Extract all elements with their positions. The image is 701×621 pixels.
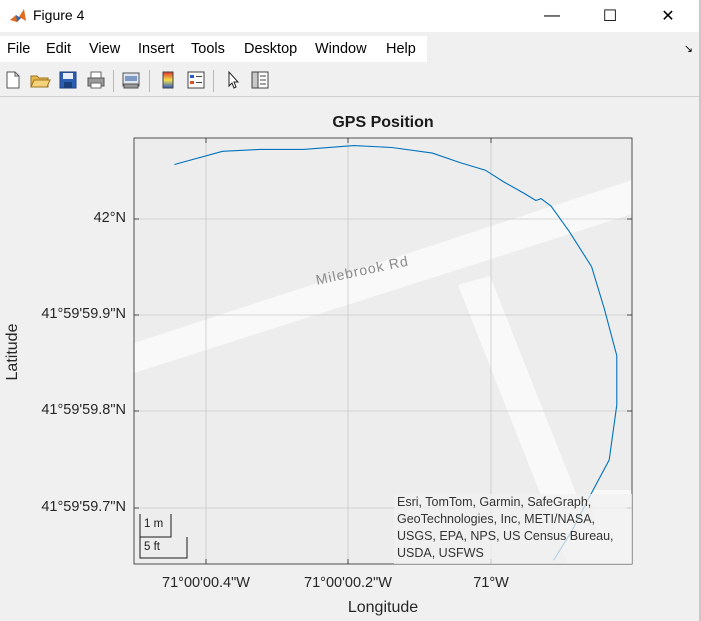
colorbar-icon[interactable] <box>157 69 179 91</box>
x-tick-label: 71°00'00.4"W <box>162 575 250 591</box>
plot-title: GPS Position <box>332 114 434 131</box>
road-cross <box>458 276 604 564</box>
toolbar-separator <box>113 70 114 92</box>
window-border <box>699 0 701 621</box>
y-tick-label: 41°59'59.7"N <box>41 499 126 515</box>
menu-help[interactable]: Help <box>386 41 416 57</box>
basemap-attribution: Esri, TomTom, Garmin, SafeGraph, GeoTech… <box>394 494 632 564</box>
menu-window[interactable]: Window <box>315 41 367 57</box>
y-tick-label: 41°59'59.8"N <box>41 402 126 418</box>
close-button[interactable]: ✕ <box>645 0 691 32</box>
open-folder-icon[interactable] <box>29 69 51 91</box>
close-icon: ✕ <box>661 8 675 25</box>
toolbar-separator <box>149 70 150 92</box>
y-tick-label: 41°59'59.9"N <box>41 306 126 322</box>
toolbar <box>0 66 701 97</box>
legend-icon[interactable] <box>185 69 207 91</box>
road-milebrook <box>134 180 632 373</box>
toolbar-separator <box>213 70 214 92</box>
maximize-icon: ☐ <box>602 8 618 25</box>
dock-arrow-icon[interactable]: ↘ <box>683 43 693 55</box>
y-axis-label: Latitude <box>4 323 21 381</box>
x-axis-label: Longitude <box>347 599 419 616</box>
x-tick-label: 71°W <box>473 575 509 591</box>
x-tick-label: 71°00'00.2"W <box>304 575 392 591</box>
menu-desktop[interactable]: Desktop <box>244 41 298 57</box>
menu-tools[interactable]: Tools <box>191 41 225 57</box>
property-inspector-icon[interactable] <box>249 69 271 91</box>
menu-view[interactable]: View <box>89 41 121 57</box>
grid <box>134 138 632 564</box>
print-preview-icon[interactable] <box>120 69 142 91</box>
print-icon[interactable] <box>85 69 107 91</box>
scale-bar-metric-label: 1 m <box>144 518 164 530</box>
tick-marks <box>134 138 632 564</box>
edit-plot-arrow-icon[interactable] <box>222 69 244 91</box>
menu-bar: File Edit View Insert Tools Desktop Wind… <box>0 36 701 62</box>
save-icon[interactable] <box>57 69 79 91</box>
menu-file[interactable]: File <box>7 41 31 57</box>
scale-bar <box>139 514 188 559</box>
y-tick-label: 42°N <box>93 210 126 226</box>
menu-edit[interactable]: Edit <box>46 41 71 57</box>
gps-track-line <box>174 145 618 561</box>
minimize-icon: — <box>544 7 560 24</box>
scale-bar-imperial-label: 5 ft <box>144 541 160 553</box>
maximize-button[interactable]: ☐ <box>587 0 633 32</box>
window-title: Figure 4 <box>33 7 85 23</box>
menu-insert[interactable]: Insert <box>138 41 175 57</box>
minimize-button[interactable]: — <box>529 0 575 32</box>
matlab-icon <box>8 6 28 26</box>
axes-box <box>133 137 633 565</box>
title-bar: Figure 4 — ☐ ✕ <box>0 0 701 32</box>
new-figure-icon[interactable] <box>2 69 24 91</box>
menubar-fill <box>427 36 701 62</box>
